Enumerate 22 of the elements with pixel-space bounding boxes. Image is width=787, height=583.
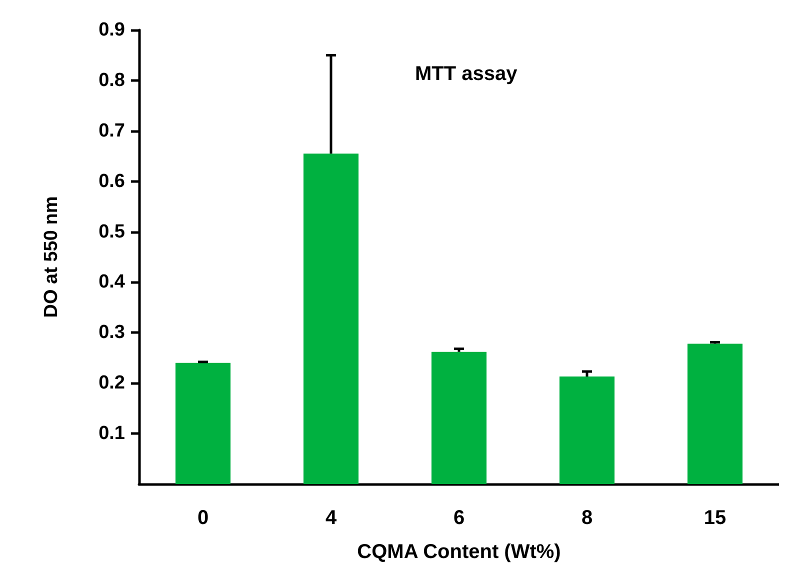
- bar: [431, 352, 487, 484]
- y-tick-label: 0.4: [98, 272, 126, 293]
- x-axis-title: CQMA Content (Wt%): [357, 541, 561, 563]
- x-tick-label: 0: [197, 507, 209, 529]
- x-tick-label: 6: [453, 507, 465, 529]
- bar: [303, 154, 359, 484]
- y-tick-label: 0.5: [98, 221, 126, 242]
- x-tick-label: 8: [581, 507, 593, 529]
- y-tick-label: 0.3: [98, 322, 125, 344]
- annotation: MTT assay: [415, 63, 518, 85]
- y-tick-label: 0.1: [98, 423, 126, 444]
- y-tick-label: 0.9: [98, 20, 125, 40]
- x-tick-label: 4: [325, 507, 338, 529]
- y-tick-label: 0.7: [98, 120, 125, 142]
- y-tick-label: 0.8: [98, 70, 125, 91]
- x-tick-label: 15: [704, 507, 726, 529]
- y-axis-title: DO at 550 nm: [41, 196, 62, 318]
- y-tick-label: 0.2: [98, 372, 125, 394]
- y-tick-label: 0.6: [98, 170, 125, 192]
- bar: [175, 362, 231, 484]
- bar: [687, 344, 743, 484]
- bar: [559, 376, 615, 484]
